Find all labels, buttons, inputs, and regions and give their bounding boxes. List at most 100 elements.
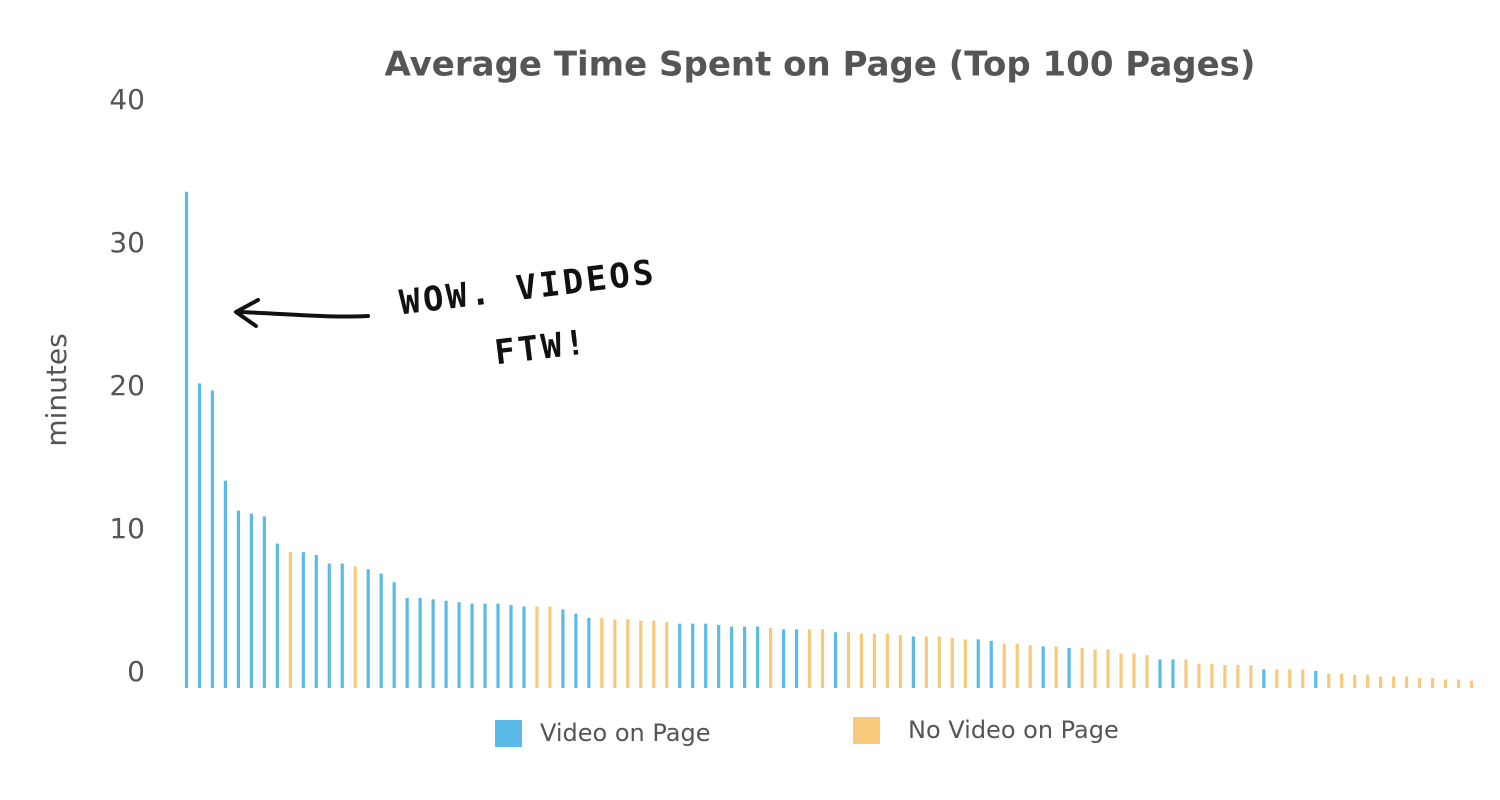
- bar: [1197, 663, 1201, 688]
- bar: [989, 640, 993, 688]
- bar: [1392, 676, 1396, 688]
- legend-swatch: [495, 720, 522, 747]
- bar: [1314, 670, 1318, 688]
- bar: [1301, 669, 1305, 688]
- bar: [717, 625, 721, 688]
- bar: [1379, 676, 1383, 688]
- bar: [730, 626, 734, 688]
- bar: [898, 635, 902, 688]
- bar: [743, 626, 747, 688]
- bar: [574, 613, 578, 688]
- bar: [704, 623, 708, 688]
- y-axis-label: minutes: [40, 333, 73, 446]
- bar: [1327, 673, 1331, 688]
- annotation: FTW!: [492, 322, 590, 373]
- bar: [950, 637, 954, 688]
- bar: [1366, 675, 1370, 688]
- bar: [509, 605, 513, 688]
- bar: [911, 636, 915, 688]
- bar: [1236, 665, 1240, 688]
- bar: [1054, 646, 1058, 688]
- bar: [405, 597, 409, 688]
- bar: [1430, 677, 1435, 688]
- bar: [470, 603, 474, 688]
- bar: [1184, 659, 1188, 688]
- bar: [885, 633, 890, 688]
- bar: [379, 573, 383, 688]
- bar: [924, 636, 928, 688]
- bar: [963, 639, 967, 688]
- bar: [1093, 649, 1097, 688]
- bar: [1067, 647, 1071, 688]
- bar: [781, 629, 786, 688]
- bar: [1132, 653, 1136, 688]
- bar: [1443, 679, 1448, 688]
- bar: [249, 513, 253, 688]
- bar: [1106, 649, 1110, 688]
- bar: [600, 617, 604, 688]
- bar: [353, 566, 357, 688]
- bar: [1041, 646, 1045, 688]
- bar: [1340, 673, 1344, 688]
- y-tick-label: 20: [109, 369, 145, 402]
- bar: [1028, 645, 1032, 688]
- bar: [431, 599, 435, 688]
- bar: [665, 622, 669, 688]
- bar: [1249, 665, 1253, 688]
- bar: [1145, 655, 1149, 688]
- bar: [522, 606, 526, 688]
- chart-title: Average Time Spent on Page (Top 100 Page…: [385, 45, 1256, 85]
- bar: [1015, 643, 1019, 688]
- bar: [366, 569, 370, 688]
- y-tick-label: 0: [127, 655, 145, 688]
- bar: [1002, 643, 1006, 688]
- bar: [859, 633, 864, 688]
- y-tick-label: 40: [109, 83, 145, 116]
- bar: [223, 480, 228, 688]
- bar: [1262, 669, 1266, 688]
- bar: [275, 543, 279, 688]
- bar: [768, 627, 773, 688]
- bar: [937, 636, 941, 688]
- legend-swatch: [853, 717, 880, 744]
- bar: [1275, 669, 1279, 688]
- bar: [483, 603, 487, 688]
- bar: [1080, 647, 1084, 688]
- annotation-arrow: [234, 298, 370, 328]
- bar: [1469, 680, 1474, 688]
- bar: [496, 603, 500, 688]
- bar: [457, 602, 461, 688]
- bar: [197, 383, 202, 688]
- bar: [1210, 663, 1214, 688]
- bar: [340, 563, 344, 688]
- bar: [184, 191, 189, 689]
- bar: [418, 597, 422, 688]
- bar: [794, 629, 799, 688]
- bar: [872, 633, 877, 688]
- bar: [327, 563, 331, 688]
- bar: [236, 510, 241, 688]
- bar: [1288, 669, 1292, 688]
- bar: [561, 609, 565, 688]
- bar: [301, 552, 305, 688]
- bar: [288, 552, 292, 688]
- bar: [1353, 675, 1357, 688]
- bar: [535, 606, 539, 688]
- bar: [1223, 665, 1227, 688]
- bar: [444, 600, 448, 688]
- bar: [613, 619, 617, 688]
- bar: [392, 582, 396, 688]
- bar: [691, 623, 695, 688]
- bar: [807, 629, 812, 688]
- bar: [626, 619, 630, 688]
- bar: [587, 617, 591, 688]
- legend-label: Video on Page: [540, 719, 711, 747]
- y-tick-label: 30: [109, 226, 145, 259]
- bar: [262, 516, 266, 688]
- bar: [1417, 677, 1422, 688]
- bar: [1405, 676, 1409, 688]
- bar: [1171, 659, 1175, 688]
- y-tick-label: 10: [109, 512, 145, 545]
- bar: [678, 623, 682, 688]
